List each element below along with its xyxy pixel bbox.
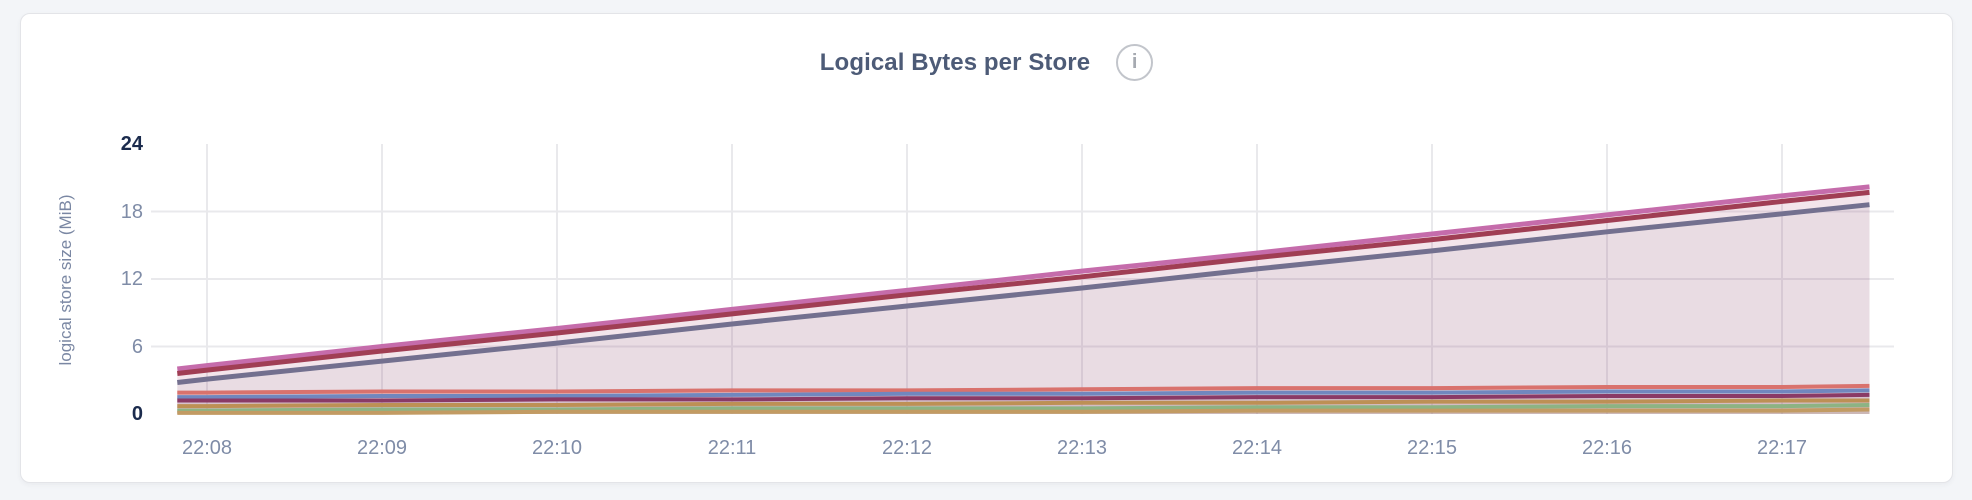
series-area-1 (177, 186, 1870, 414)
chart-svg[interactable] (21, 14, 1954, 484)
info-icon[interactable]: i (1116, 44, 1154, 81)
series-line-7 (177, 398, 1870, 409)
series-area-3 (177, 204, 1870, 414)
series-line-2 (177, 189, 1870, 376)
series-line-3 (177, 202, 1870, 385)
series-line-1 (177, 184, 1870, 372)
series-line-5 (177, 388, 1870, 400)
series-line-6 (177, 392, 1870, 403)
chart-card: Logical Bytes per Store i logical store … (20, 13, 1953, 483)
series-line-4 (177, 383, 1870, 395)
series-line-8 (177, 403, 1870, 413)
series-line-9 (177, 407, 1870, 415)
